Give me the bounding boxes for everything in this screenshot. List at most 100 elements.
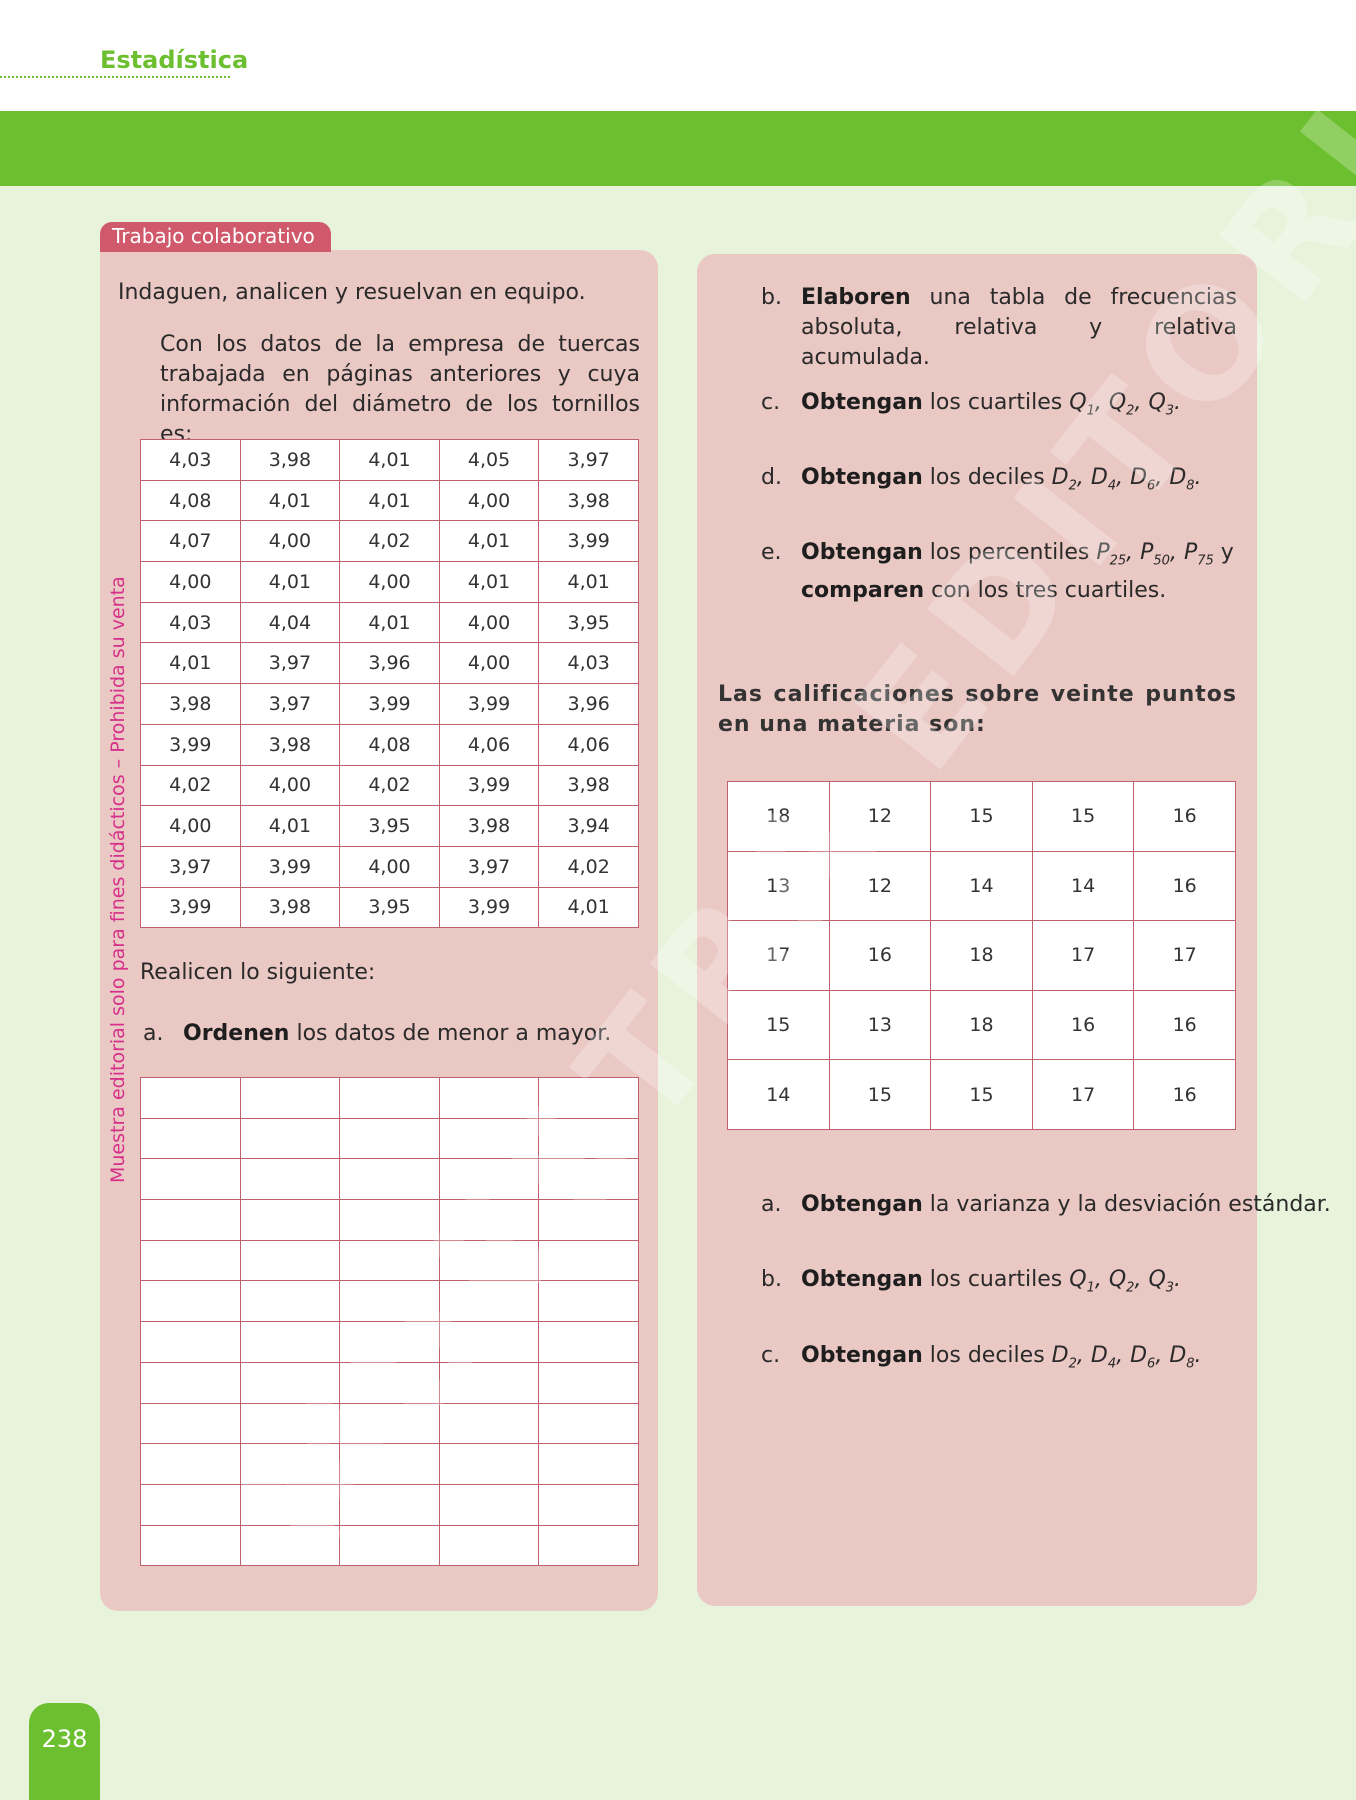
table-cell: [538, 1280, 639, 1323]
table-cell: 3,98: [239, 723, 341, 766]
table-row: [140, 1117, 639, 1160]
item-text: con los tres cuartiles.: [924, 578, 1167, 604]
table-row: [140, 1321, 639, 1363]
table-cell: [239, 1524, 341, 1567]
table-row: [140, 1239, 639, 1282]
table-cell: 4,02: [339, 764, 440, 807]
table-row: 18 12 15 15 16: [727, 781, 1236, 852]
item-e-percentiles: e. Obtengan los percentiles P25, P50, P7…: [761, 538, 1237, 606]
table-cell: 4,01: [339, 479, 440, 522]
collaborative-work-tag: Trabajo colaborativo: [100, 222, 331, 252]
table-row: 4,00 4,01 3,95 3,98 3,94: [140, 805, 639, 847]
table-row: [140, 1158, 639, 1201]
table-cell: [438, 1158, 540, 1201]
table-cell: 4,06: [538, 723, 639, 766]
item-a-variance: a. Obtengan la varianza y la desviación e…: [761, 1190, 1331, 1220]
table-cell: [339, 1321, 440, 1363]
quartile-symbols: Q1, Q2, Q3.: [1069, 1267, 1182, 1296]
table-cell: 4,02: [140, 764, 241, 807]
table-cell: 4,01: [438, 520, 540, 563]
table-cell: [140, 1158, 241, 1201]
table-cell: 4,03: [140, 601, 241, 644]
item-text: la varianza y la desviación estándar.: [922, 1192, 1331, 1217]
table-cell: [538, 1321, 639, 1363]
item-verb: comparen: [801, 578, 925, 604]
table-row: 4,03 3,98 4,01 4,05 3,97: [140, 439, 639, 481]
table-cell: [538, 1524, 639, 1567]
table-cell: [339, 1443, 440, 1485]
item-c-quartiles: c. Obtengan los cuartiles Q1, Q2, Q3.: [761, 388, 1181, 426]
table-row: 4,01 3,97 3,96 4,00 4,03: [140, 642, 639, 685]
table-cell: 4,00: [339, 845, 440, 888]
grades-table: 18 12 15 15 16 13 12 14 14 16 17 16 18 17 17 15 13 18 16 16…: [727, 781, 1236, 1130]
table-cell: 4,01: [339, 601, 440, 644]
table-cell: 3,99: [538, 520, 639, 563]
item-text: los deciles: [922, 465, 1052, 490]
table-cell: [239, 1402, 341, 1445]
table-cell: [438, 1321, 540, 1363]
table-cell: 3,99: [140, 886, 241, 929]
item-label: b.: [761, 285, 782, 310]
green-banner: [0, 111, 1356, 186]
table-row: 4,08 4,01 4,01 4,00 3,98: [140, 479, 639, 522]
table-row: [140, 1402, 639, 1445]
item-label: e.: [761, 540, 782, 565]
table-cell: 4,06: [438, 723, 540, 766]
table-cell: 3,98: [538, 764, 639, 807]
table-cell: [339, 1402, 440, 1445]
table-cell: [538, 1361, 639, 1404]
item-a-order: a. Ordenen los datos de menor a mayor.: [143, 1019, 611, 1049]
table-cell: 3,97: [239, 683, 341, 725]
instruction-text: Realicen lo siguiente:: [140, 960, 376, 985]
table-cell: 4,00: [438, 601, 540, 644]
table-row: 4,03 4,04 4,01 4,00 3,95: [140, 601, 639, 644]
table-cell: 17: [727, 920, 830, 991]
table-cell: [438, 1199, 540, 1241]
item-verb: Obtengan: [801, 540, 923, 565]
item-b-quartiles: b. Obtengan los cuartiles Q1, Q2, Q3.: [761, 1265, 1181, 1303]
table-cell: 16: [1031, 989, 1135, 1061]
table-cell: 15: [1031, 781, 1135, 852]
table-row: 4,00 4,01 4,00 4,01 4,01: [140, 561, 639, 603]
table-row: [140, 1280, 639, 1323]
item-verb: Obtengan: [801, 390, 923, 415]
table-cell: 15: [930, 781, 1033, 852]
table-cell: 15: [727, 989, 830, 1061]
table-cell: 4,01: [239, 805, 341, 847]
table-cell: [339, 1117, 440, 1160]
table-cell: 3,95: [339, 805, 440, 847]
grades-intro: Las calificaciones sobre veinte puntos e…: [718, 682, 1237, 737]
table-cell: 3,99: [239, 845, 341, 888]
table-cell: [339, 1199, 440, 1241]
side-note: Muestra editorial solo para fines didáct…: [107, 576, 129, 1183]
table-cell: 4,02: [538, 845, 639, 888]
item-verb: Obtengan: [801, 465, 923, 490]
table-cell: [538, 1443, 639, 1485]
item-text: una tabla de frecuencias absoluta, relat…: [801, 285, 1237, 370]
table-cell: 16: [1133, 989, 1236, 1061]
table-cell: [140, 1483, 241, 1526]
table-row: 14 15 15 17 16: [727, 1059, 1236, 1130]
table-row: 4,02 4,00 4,02 3,99 3,98: [140, 764, 639, 807]
item-verb: Ordenen: [183, 1021, 290, 1046]
table-row: 17 16 18 17 17: [727, 920, 1236, 991]
table-cell: 12: [828, 781, 932, 852]
table-cell: [140, 1321, 241, 1363]
table-cell: [538, 1199, 639, 1241]
table-row: [140, 1077, 639, 1119]
table-cell: 4,00: [438, 479, 540, 522]
table-cell: 3,97: [538, 439, 639, 481]
table-cell: [339, 1483, 440, 1526]
table-cell: 18: [930, 920, 1033, 991]
table-cell: [339, 1077, 440, 1119]
table-cell: 14: [1031, 850, 1135, 922]
table-cell: [438, 1483, 540, 1526]
table-cell: 4,00: [438, 642, 540, 685]
table-cell: [339, 1239, 440, 1282]
table-cell: 17: [1031, 920, 1135, 991]
table-cell: [239, 1239, 341, 1282]
table-cell: [339, 1361, 440, 1404]
table-cell: 4,01: [538, 561, 639, 603]
table-cell: [140, 1443, 241, 1485]
quartile-symbols: Q1, Q2, Q3.: [1069, 390, 1182, 419]
